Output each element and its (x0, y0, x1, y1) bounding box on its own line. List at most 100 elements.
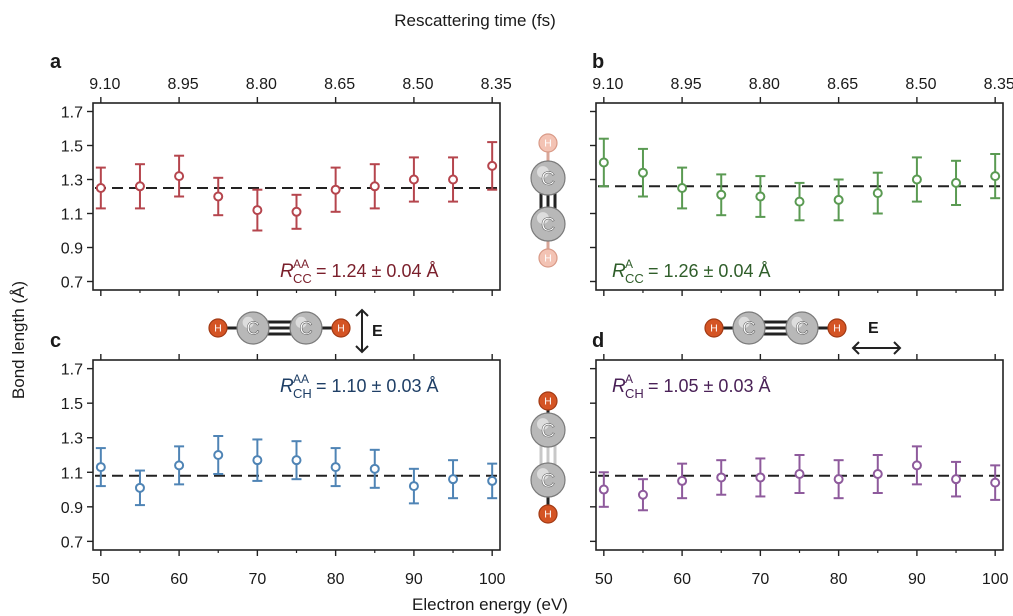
marker (794, 196, 805, 207)
data-point (291, 440, 302, 481)
data-point (872, 454, 883, 494)
marker (990, 171, 1001, 182)
annotation-sup: AA (293, 257, 309, 271)
top-tick-label: 8.50 (402, 76, 433, 93)
data-point (252, 188, 263, 232)
svg-text:C: C (299, 317, 312, 338)
bond-length-annotation: R ACH = 1.05 ± 0.03 Å (612, 372, 770, 401)
top-tick-label: 8.35 (481, 76, 512, 93)
hydrogen-atom: H (538, 504, 558, 524)
molecule-horizontal-d: C CH H (704, 311, 847, 345)
data-point (951, 460, 962, 498)
y-tick-label: 1.1 (61, 207, 83, 224)
x-tick-label: 80 (327, 571, 345, 588)
data-point (872, 171, 883, 215)
data-point (252, 438, 263, 482)
top-tick-label: 8.80 (749, 76, 780, 93)
data-point (408, 156, 419, 203)
hydrogen-atom: H (827, 318, 847, 338)
y-tick-label: 1.7 (61, 362, 83, 379)
data-point (408, 467, 419, 505)
marker (872, 469, 883, 479)
y-tick-label: 0.9 (61, 241, 83, 258)
annotation-symbol: R (280, 376, 294, 397)
marker (911, 460, 922, 471)
y-tick-label: 0.9 (61, 500, 83, 517)
annotation-symbol: R (612, 261, 626, 282)
annotation-value: = 1.26 ± 0.04 Å (648, 261, 770, 281)
x-tick-label: 70 (248, 571, 266, 588)
svg-text:C: C (541, 420, 555, 442)
left-axis-title: Bond length (Å) (9, 281, 28, 399)
marker (369, 181, 380, 192)
molecule-vertical-a: C C H H (530, 133, 566, 268)
marker (716, 189, 727, 200)
marker (487, 475, 498, 486)
data-point (755, 175, 766, 218)
marker (95, 462, 106, 473)
x-tick-label: 70 (751, 571, 769, 588)
data-point (677, 166, 688, 210)
svg-text:H: H (544, 397, 551, 408)
x-tick-label: 50 (92, 571, 110, 588)
annotation-symbol: R (280, 261, 294, 282)
data-point (213, 435, 224, 475)
y-tick-label: 1.5 (61, 396, 83, 413)
marker (330, 184, 341, 195)
data-point (637, 478, 648, 512)
svg-text:H: H (544, 254, 551, 265)
marker (637, 489, 648, 500)
marker (637, 167, 648, 178)
marker (833, 474, 844, 485)
data-point (487, 462, 498, 500)
x-tick-label: 100 (982, 571, 1009, 588)
field-label: E (372, 323, 383, 340)
marker (252, 455, 263, 466)
marker (911, 174, 922, 185)
data-point (833, 459, 844, 500)
data-point (330, 166, 341, 213)
marker (677, 475, 688, 486)
bond-length-annotation: R ACC = 1.26 ± 0.04 Å (612, 257, 770, 286)
top-tick-label: 8.95 (671, 76, 702, 93)
panel-d: d 50 60 70 80 90 100 R ACH = 1.05 ± 0.03 Å (590, 330, 1009, 588)
marker (716, 472, 727, 483)
data-point (134, 469, 145, 507)
svg-text:H: H (337, 324, 344, 335)
x-tick-label: 90 (908, 571, 926, 588)
hydrogen-atom: H (538, 248, 558, 268)
marker (487, 160, 498, 171)
data-point (134, 163, 145, 210)
marker (833, 194, 844, 205)
annotation-sup: A (625, 372, 633, 386)
marker (448, 474, 459, 485)
top-tick-label: 8.65 (324, 76, 355, 93)
carbon-atom: C (236, 311, 270, 345)
carbon-atom: C (289, 311, 323, 345)
data-point (755, 457, 766, 498)
panels: a 1.7 1.5 1.3 1.1 0.9 0.7 9.10 8.95 8.80 8.65 8.50 8… (50, 51, 1013, 588)
carbon-atom: C (530, 206, 566, 242)
marker (677, 183, 688, 193)
top-tick-label: 8.80 (246, 76, 277, 93)
data-point (369, 163, 380, 210)
marker (794, 469, 805, 479)
bottom-axis-title: Electron energy (eV) (412, 595, 568, 614)
carbon-atom: C (732, 311, 766, 345)
svg-text:C: C (541, 470, 555, 492)
top-tick-label: 8.65 (827, 76, 858, 93)
data-point (794, 454, 805, 494)
panel-a: a 1.7 1.5 1.3 1.1 0.9 0.7 9.10 8.95 8.80 8.65 8.50 8… (50, 51, 512, 296)
data-point (716, 173, 727, 217)
data-point (911, 445, 922, 486)
data-point (174, 445, 185, 486)
top-tick-label: 8.95 (168, 76, 199, 93)
marker (134, 181, 145, 192)
marker (755, 191, 766, 202)
data-point (448, 156, 459, 203)
top-tick-label: 8.35 (984, 76, 1013, 93)
